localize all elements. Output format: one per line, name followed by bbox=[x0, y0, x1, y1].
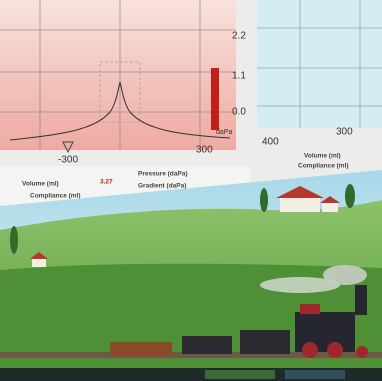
gradient-label: Gradient (daPa) bbox=[138, 183, 186, 190]
volume-value: 3.27 bbox=[100, 179, 113, 186]
wagon bbox=[110, 342, 172, 356]
x-label: 300 bbox=[196, 145, 213, 156]
compliance-label: Compliance (ml) bbox=[298, 163, 349, 170]
x-label: 400 bbox=[262, 137, 279, 148]
scene bbox=[0, 170, 382, 381]
x-label: -300 bbox=[58, 155, 78, 166]
y-label: 1.1 bbox=[232, 71, 246, 82]
graph-area bbox=[0, 0, 236, 150]
pressure-label: Pressure (daPa) bbox=[138, 171, 188, 178]
compliance-label: Compliance (ml) bbox=[30, 193, 81, 200]
unit-label: daPa bbox=[216, 129, 232, 136]
marker bbox=[62, 141, 74, 154]
button[interactable] bbox=[205, 370, 275, 379]
right-graph: 400 300 bbox=[257, 0, 382, 148]
peak-box bbox=[99, 61, 141, 123]
track bbox=[0, 352, 382, 358]
y-label: 2.2 bbox=[232, 31, 246, 42]
smoke bbox=[260, 277, 340, 293]
left-graph: 2.2 1.1 0.0 -300 300 daPa bbox=[0, 0, 246, 166]
volume-label: Volume (ml) bbox=[22, 181, 59, 188]
tympanogram-curve bbox=[9, 81, 231, 141]
x-label: 300 bbox=[336, 127, 353, 138]
red-bar bbox=[211, 68, 219, 130]
farmhouse bbox=[280, 196, 320, 212]
roof bbox=[276, 186, 324, 198]
button[interactable] bbox=[285, 370, 345, 379]
y-label: 0.0 bbox=[232, 107, 246, 118]
volume-label: Volume (ml) bbox=[304, 153, 341, 160]
graph-area bbox=[257, 0, 382, 128]
